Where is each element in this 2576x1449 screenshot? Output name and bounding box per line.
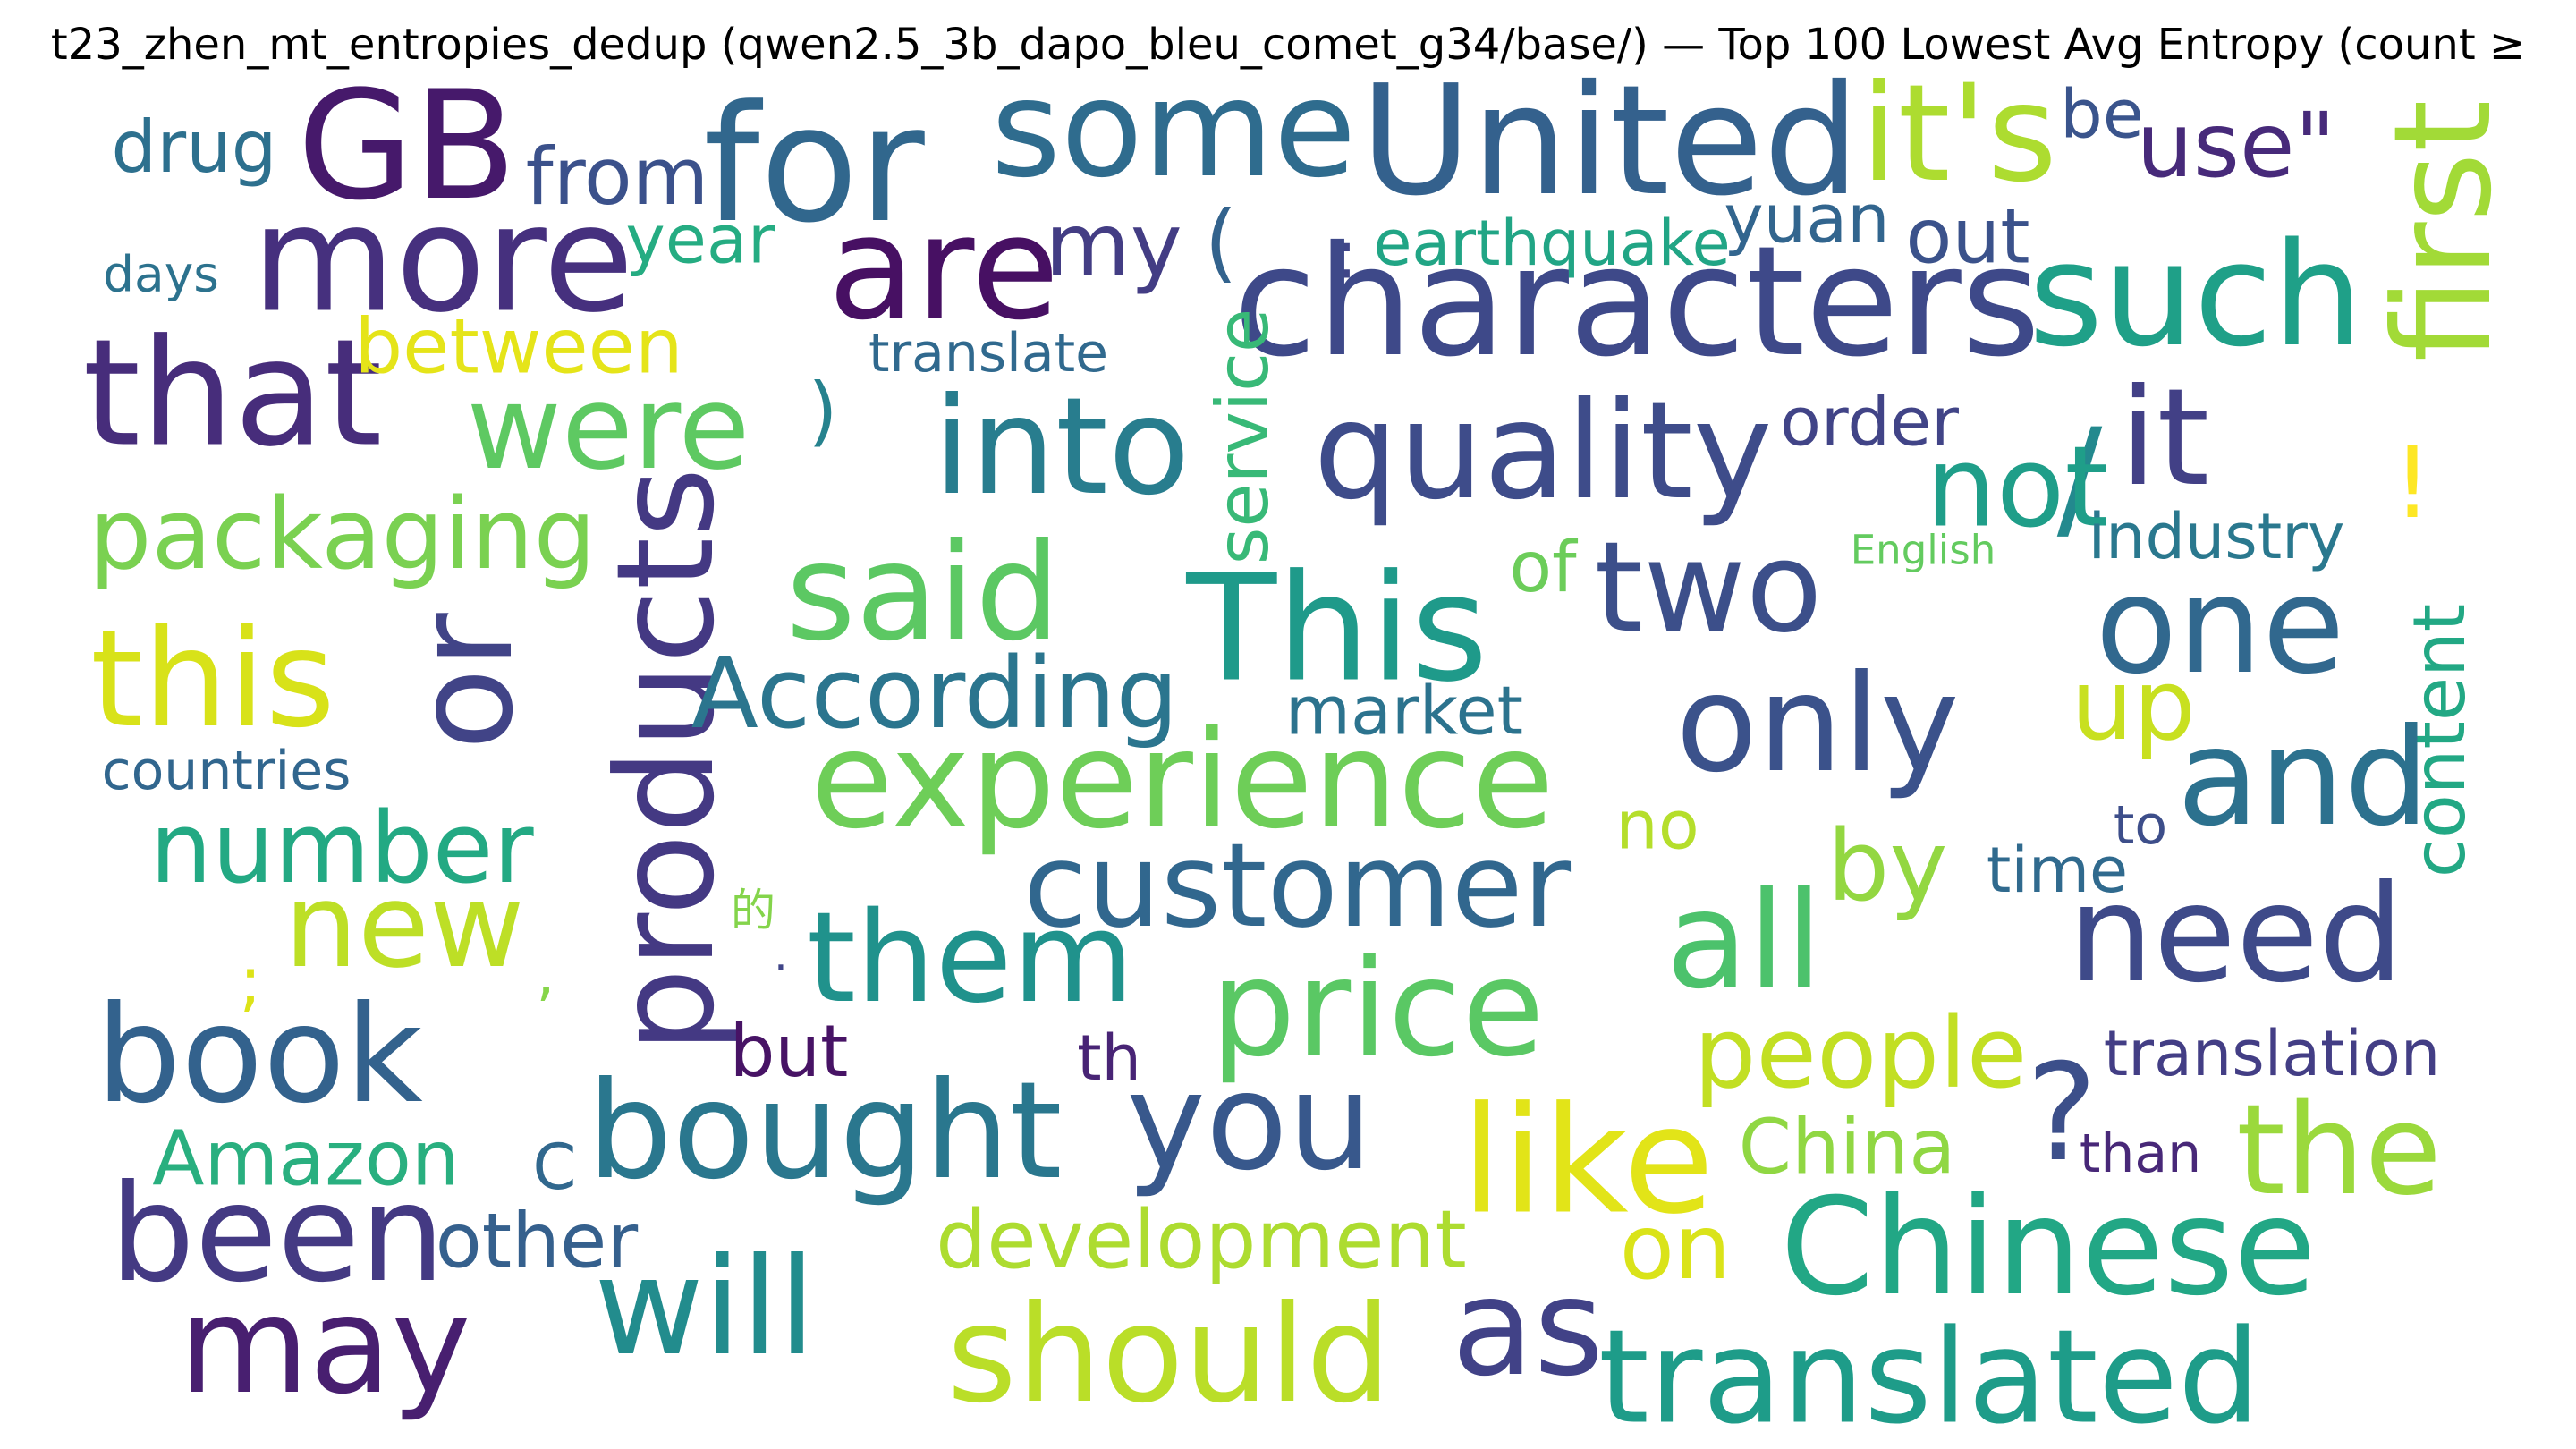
cloud-word: of [1509, 528, 1577, 608]
cloud-word: that [82, 307, 383, 479]
cloud-word: into [933, 369, 1191, 525]
cloud-word: industry [2088, 500, 2345, 573]
cloud-word: as [1451, 1250, 1605, 1406]
cloud-word: like [1461, 1074, 1715, 1247]
cloud-word: Chinese [1780, 1170, 2317, 1326]
cloud-word: said [785, 515, 1061, 671]
cloud-word: customer [1022, 818, 1572, 953]
cloud-word: ; [239, 941, 262, 1021]
cloud-word: need [2068, 857, 2404, 1013]
cloud-word: characters [1233, 214, 2041, 391]
cloud-word: ( [1204, 193, 1238, 292]
cloud-word: market [1284, 671, 1524, 750]
cloud-word: you [1126, 1045, 1373, 1200]
cloud-word: products [589, 467, 744, 1054]
cloud-word: people [1693, 996, 2028, 1110]
cloud-word: them [806, 886, 1135, 1031]
cloud-word: 的 [731, 885, 775, 936]
cloud-word: to [2113, 794, 2168, 857]
cloud-word: from [525, 131, 709, 223]
cloud-word: / [2056, 401, 2103, 556]
cloud-word: for [703, 72, 925, 258]
cloud-word: quality [1313, 374, 1773, 530]
cloud-word: English [1850, 526, 1996, 574]
cloud-word: packaging [89, 477, 597, 591]
cloud-word: only [1675, 647, 1960, 802]
figure-title: t23_zhen_mt_entropies_dedup (qwen2.5_3b_… [50, 20, 2526, 70]
cloud-word: bought [587, 1054, 1063, 1209]
cloud-word: countries [101, 740, 352, 802]
cloud-word: C [532, 1131, 577, 1204]
cloud-word: should [946, 1277, 1392, 1433]
cloud-word: earthquake [1373, 207, 1731, 280]
cloud-word: be [2060, 74, 2144, 154]
cloud-word: may [178, 1268, 471, 1424]
cloud-word: or [387, 613, 543, 750]
cloud-word: other [435, 1197, 639, 1286]
cloud-word: up [2071, 648, 2196, 762]
cloud-word: and [2176, 700, 2430, 856]
cloud-word: year [625, 199, 775, 279]
cloud-word: it [2119, 360, 2210, 516]
cloud-word: by [1826, 809, 1948, 923]
cloud-word: ) [808, 367, 838, 456]
cloud-word: experience [810, 703, 1555, 859]
cloud-word: been [109, 1157, 445, 1312]
cloud-word: on [1619, 1195, 1732, 1300]
cloud-word: not [1925, 422, 2109, 553]
cloud-word: According [691, 636, 1179, 750]
cloud-word: some [990, 52, 1357, 208]
cloud-word: book [96, 978, 423, 1133]
cloud-word: drug [111, 106, 277, 189]
cloud-word: all [1665, 863, 1823, 1019]
cloud-word: than [2079, 1123, 2202, 1185]
cloud-word: will [594, 1230, 816, 1385]
cloud-word: it's [1860, 56, 2057, 212]
cloud-word: This [1186, 542, 1488, 715]
cloud-word: : [1335, 215, 1358, 294]
cloud-word: development [936, 1193, 1467, 1287]
cloud-word: such [2028, 211, 2364, 378]
cloud-word: my [1045, 195, 1182, 297]
cloud-word: first [2366, 99, 2521, 362]
cloud-word: · [774, 942, 788, 994]
cloud-word: but [729, 1010, 849, 1093]
cloud-word: , [536, 941, 555, 1009]
cloud-word: th [1077, 1021, 1141, 1095]
cloud-word: between [354, 302, 683, 392]
cloud-word: price [1210, 931, 1545, 1087]
cloud-word: time [1986, 834, 2129, 907]
cloud-word: more [251, 173, 634, 345]
cloud-word: translation [2103, 1017, 2441, 1090]
cloud-word: ? [2026, 1036, 2097, 1191]
cloud-word: this [90, 602, 335, 758]
cloud-word: use" [2136, 93, 2336, 198]
cloud-word: translate [868, 322, 1109, 385]
cloud-word: United [1360, 53, 1860, 230]
cloud-word: the [2236, 1078, 2442, 1224]
cloud-word: GB [297, 58, 517, 233]
cloud-word: service [1201, 308, 1284, 565]
cloud-word: number [149, 791, 534, 905]
cloud-word: are [827, 184, 1060, 352]
cloud-word: ! [2392, 426, 2433, 540]
cloud-word: yuan [1724, 179, 1890, 258]
cloud-word: new [284, 858, 525, 994]
cloud-word: two [1594, 515, 1823, 661]
cloud-word: out [1905, 192, 2030, 282]
cloud-word: order [1780, 382, 1959, 462]
cloud-word: China [1738, 1103, 1956, 1192]
cloud-word: were [466, 360, 750, 496]
cloud-word: no [1615, 785, 1699, 865]
cloud-word: translated [1597, 1301, 2261, 1449]
cloud-word: one [2095, 548, 2345, 704]
cloud-word: Amazon [152, 1114, 460, 1204]
cloud-word: days [103, 245, 219, 303]
